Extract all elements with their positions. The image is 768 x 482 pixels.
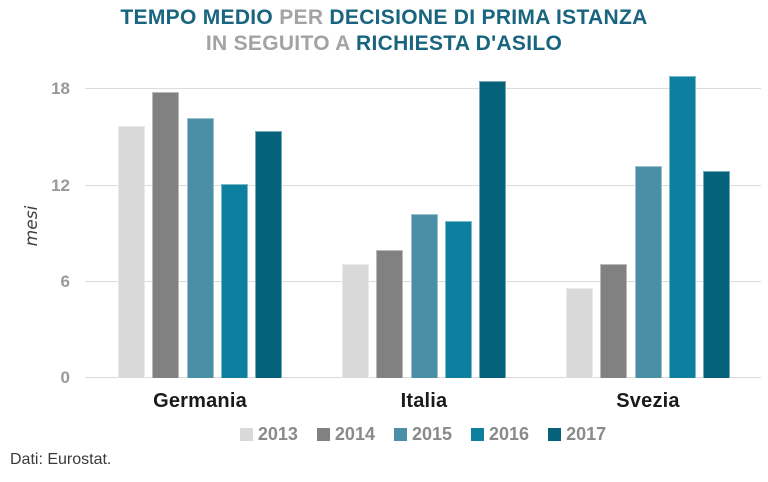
bar-2017-italia — [479, 81, 506, 378]
bar-2013-germania — [118, 126, 145, 378]
title-segment: TEMPO MEDIO — [120, 6, 280, 29]
legend-item-2017: 2017 — [548, 424, 606, 445]
bar-2015-germania — [186, 118, 214, 378]
category-label-italia: Italia — [400, 390, 448, 412]
title-segment: RICHIESTA D'ASILO — [356, 32, 563, 55]
chart-title-line-1: TEMPO MEDIO PER DECISIONE DI PRIMA ISTAN… — [0, 5, 768, 31]
legend-item-2015: 2015 — [393, 424, 453, 445]
legend-swatch-2016 — [471, 428, 485, 441]
gridline-12 — [85, 184, 761, 186]
title-segment: DECISIONE DI PRIMA ISTANZA — [329, 6, 648, 29]
bar-2017-svezia — [703, 171, 730, 378]
ytick-label-18: 18 — [51, 79, 70, 99]
source-note: Dati: Eurostat. — [10, 451, 112, 468]
ytick-label-0: 0 — [60, 368, 70, 387]
bar-2013-svezia — [566, 288, 593, 378]
category-label-svezia: Svezia — [616, 390, 680, 412]
bar-2015-svezia — [634, 166, 662, 378]
legend-item-2013: 2013 — [239, 424, 298, 445]
legend-swatch-2013 — [239, 428, 253, 441]
legend-swatch-2017 — [548, 428, 562, 441]
bar-2014-svezia — [600, 264, 628, 378]
legend-label-2015: 2015 — [411, 424, 453, 444]
bar-2017-germania — [255, 130, 282, 378]
bar-group-germania — [118, 70, 282, 378]
ytick-label-12: 12 — [51, 175, 70, 195]
plot-area — [85, 70, 761, 378]
bar-2014-germania — [152, 92, 180, 378]
title-segment: IN SEGUITO A — [205, 32, 357, 55]
bar-2015-italia — [410, 214, 438, 378]
chart-title: TEMPO MEDIO PER DECISIONE DI PRIMA ISTAN… — [0, 5, 768, 57]
bar-2013-italia — [342, 264, 369, 378]
legend-label-2017: 2017 — [566, 424, 607, 444]
bar-group-italia — [342, 70, 506, 378]
y-axis-label: mesi — [22, 205, 42, 247]
legend-swatch-2015 — [393, 428, 407, 441]
legend-item-2014: 2014 — [316, 424, 375, 445]
gridline-18 — [85, 88, 761, 90]
legend-item-2016: 2016 — [471, 424, 529, 445]
bar-2016-italia — [444, 220, 472, 378]
legend: 2013 2014 2015 2016 2017 — [85, 424, 761, 445]
legend-swatch-2014 — [316, 428, 330, 441]
bar-2016-svezia — [668, 76, 696, 378]
chart-title-line-2: IN SEGUITO A RICHIESTA D'ASILO — [0, 31, 768, 57]
bar-group-svezia — [566, 70, 730, 378]
legend-label-2016: 2016 — [489, 424, 530, 444]
legend-label-2014: 2014 — [334, 424, 375, 444]
legend-label-2013: 2013 — [257, 424, 298, 444]
bar-2014-italia — [376, 249, 404, 378]
category-label-germania: Germania — [153, 390, 247, 412]
ytick-label-6: 6 — [60, 271, 70, 291]
bar-2016-germania — [220, 183, 248, 378]
title-segment: PER — [279, 6, 330, 29]
